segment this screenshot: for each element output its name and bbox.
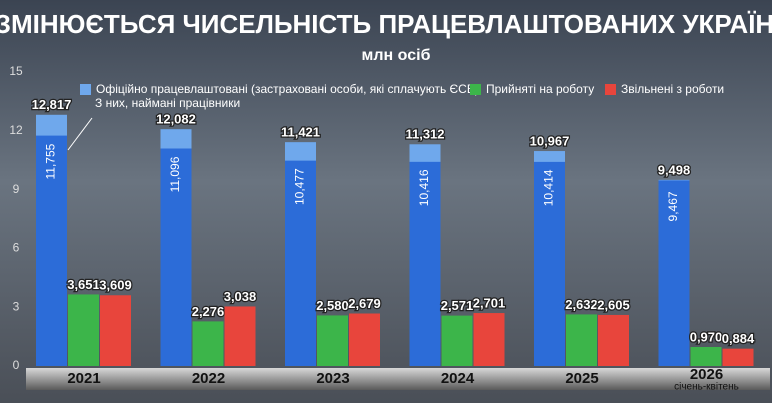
inner-bar	[534, 161, 565, 366]
value-label: 9,498	[658, 162, 691, 177]
x-tick-label: 2024	[441, 370, 475, 387]
value-label: 2,276	[192, 304, 225, 319]
inner-value-label: 10,477	[293, 168, 307, 205]
value-label: 2,701	[473, 295, 506, 310]
bar	[441, 315, 473, 366]
inner-bar	[160, 148, 192, 366]
y-tick-label: 9	[13, 182, 20, 196]
y-tick-label: 3	[13, 299, 20, 313]
bar	[690, 346, 722, 366]
value-label: 2,580	[316, 298, 349, 313]
y-tick-label: 0	[13, 358, 20, 372]
inner-value-label: 10,414	[542, 169, 556, 206]
bar	[722, 348, 754, 366]
value-label: 2,605	[597, 297, 630, 312]
bar	[566, 314, 597, 366]
x-tick-note: січень-квітень	[674, 382, 739, 393]
legend-swatch	[470, 84, 481, 95]
inner-bar	[658, 180, 690, 366]
inner-value-label: 11,096	[168, 156, 182, 192]
inner-bar	[409, 161, 441, 366]
value-label: 10,967	[530, 133, 570, 148]
y-tick-label: 12	[9, 123, 23, 137]
chart-title: ЯК ЗМІНЮЄТЬСЯ ЧИСЕЛЬНІСТЬ ПРАЦЕВЛАШТОВАН…	[0, 9, 772, 39]
bar	[473, 313, 505, 366]
legend-label: Звільнені з роботи	[621, 82, 724, 96]
x-tick-label: 2023	[316, 370, 349, 387]
y-tick-label: 6	[13, 241, 20, 255]
bar	[192, 321, 224, 366]
value-label: 0,884	[722, 331, 755, 346]
inner-bar	[36, 135, 67, 366]
legend-label: Офіційно працевлаштовані (застраховані о…	[96, 82, 479, 96]
legend-label: Прийняті на роботу	[486, 82, 594, 96]
annotation: З них, наймані працівники	[95, 96, 240, 110]
bar	[224, 306, 256, 366]
legend-swatch	[80, 84, 91, 95]
value-label: 12,082	[156, 112, 196, 127]
inner-bar	[285, 160, 316, 366]
value-label: 3,038	[224, 289, 257, 304]
bar	[68, 294, 99, 366]
value-label: 11,312	[405, 127, 444, 142]
value-label: 3,609	[99, 278, 132, 293]
category-band	[26, 368, 770, 390]
x-tick-label: 2022	[192, 370, 225, 387]
value-label: 12,817	[32, 97, 72, 112]
value-label: 0,970	[690, 329, 723, 344]
x-tick-label: 2025	[565, 370, 598, 387]
value-label: 3,651	[67, 277, 100, 292]
annotation-arrow	[67, 117, 93, 151]
value-label: 2,679	[348, 296, 381, 311]
legend-swatch	[605, 84, 616, 95]
inner-value-label: 11,755	[44, 143, 58, 179]
chart-subtitle: млн осіб	[362, 47, 431, 64]
value-label: 2,632	[565, 297, 598, 312]
x-tick-label: 2021	[67, 370, 100, 387]
inner-value-label: 9,467	[666, 191, 680, 221]
bar	[598, 314, 629, 366]
inner-value-label: 10,416	[417, 169, 431, 206]
value-label: 11,421	[281, 125, 320, 140]
bar	[317, 315, 348, 366]
bar	[100, 295, 131, 366]
value-label: 2,571	[441, 298, 474, 313]
y-tick-label: 15	[9, 64, 23, 78]
bar	[349, 313, 380, 366]
x-tick-label: 2026	[690, 366, 723, 383]
